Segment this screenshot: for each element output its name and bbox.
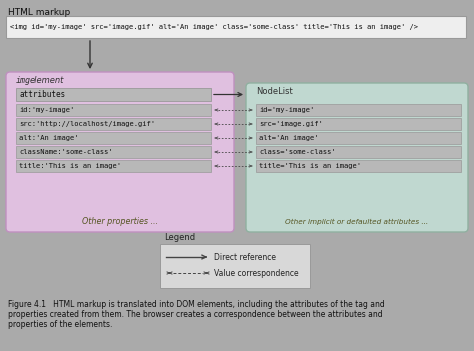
Bar [256,104,461,116]
Bar [16,104,211,116]
Bar [16,118,211,130]
Text: Figure 4.1   HTML markup is translated into DOM elements, including the attribut: Figure 4.1 HTML markup is translated int… [8,300,385,309]
Text: Other properties ...: Other properties ... [82,218,158,226]
Text: properties created from them. The browser creates a correspondence between the a: properties created from them. The browse… [8,310,383,319]
Text: className:'some-class': className:'some-class' [19,149,112,155]
Bar [256,146,461,158]
Text: id:'my-image': id:'my-image' [19,107,74,113]
Bar [16,88,211,101]
FancyBboxPatch shape [6,72,234,232]
Text: Legend: Legend [164,233,195,242]
Text: class='some-class': class='some-class' [259,149,336,155]
Text: id='my-image': id='my-image' [259,107,314,113]
Bar [256,132,461,144]
Text: Other implicit or defaulted attributes ...: Other implicit or defaulted attributes .… [285,219,428,225]
Bar [160,244,310,288]
Text: attributes: attributes [20,90,66,99]
Text: HTML markup: HTML markup [8,8,70,17]
Bar [16,160,211,172]
Bar [16,132,211,144]
Text: title='This is an image': title='This is an image' [259,163,361,169]
Text: title:'This is an image': title:'This is an image' [19,163,121,169]
Text: <img id='my-image' src='image.gif' alt='An image' class='some-class' title='This: <img id='my-image' src='image.gif' alt='… [10,24,418,30]
Bar [16,146,211,158]
Text: Direct reference: Direct reference [214,252,276,261]
FancyBboxPatch shape [246,83,468,232]
Text: src='image.gif': src='image.gif' [259,121,323,127]
Text: Value correspondence: Value correspondence [214,269,299,278]
Text: alt:'An image': alt:'An image' [19,135,79,141]
Bar [6,16,466,38]
Bar [256,160,461,172]
Text: element: element [30,76,64,85]
Text: NodeList: NodeList [256,87,293,96]
Text: properties of the elements.: properties of the elements. [8,320,112,329]
Text: img: img [16,76,31,85]
Text: alt='An image': alt='An image' [259,135,319,141]
Text: src:'http://localhost/image.gif': src:'http://localhost/image.gif' [19,121,155,127]
Bar [256,118,461,130]
